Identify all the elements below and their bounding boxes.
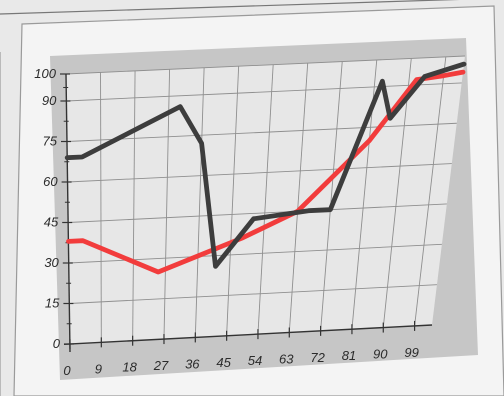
grid-line-y — [67, 163, 452, 183]
grid-line-x — [414, 56, 447, 326]
y-tick-label: 0 — [53, 336, 61, 351]
x-tick-label: 90 — [373, 347, 388, 362]
grid-line-y — [68, 203, 447, 223]
x-axis-tick-labels: 0 9 18 27 36 45 54 63 72 81 90 99 — [63, 345, 418, 378]
x-tick-label: 81 — [342, 348, 356, 363]
y-axis-line — [65, 73, 71, 353]
series-layer — [64, 61, 467, 275]
x-tick-label: 99 — [404, 345, 418, 360]
y-tick-label: 100 — [34, 66, 56, 81]
x-tick-label: 45 — [216, 355, 231, 370]
grid-line-x — [288, 63, 309, 333]
x-tick-label: 9 — [95, 361, 102, 376]
grid-line-y — [69, 284, 437, 304]
y-tick-label: 45 — [44, 215, 59, 230]
x-axis-line — [63, 324, 433, 345]
x-tick-label: 72 — [310, 350, 325, 365]
grid-line-x — [257, 64, 274, 335]
grid-line-x — [382, 58, 412, 328]
y-tick-label: 75 — [43, 134, 58, 149]
y-axis-tick-labels: 0 15 30 45 60 75 90 100 — [34, 66, 60, 351]
grid-line-x — [194, 67, 205, 338]
x-tick-label: 18 — [122, 360, 137, 375]
grid-line-y — [65, 55, 466, 75]
x-tick-label: 0 — [63, 363, 71, 378]
grid-line-x — [226, 66, 240, 336]
y-tick-label: 90 — [42, 93, 57, 108]
x-tick-label: 54 — [248, 353, 262, 368]
x-tick-label: 27 — [153, 358, 169, 373]
grid-line-y — [66, 122, 457, 142]
axes — [60, 73, 433, 353]
y-tick-label: 60 — [43, 174, 58, 189]
y-tick-label: 15 — [45, 296, 60, 311]
x-tick-label: 36 — [185, 356, 200, 371]
grid-line-x — [100, 72, 102, 343]
grid-line-x — [320, 61, 343, 331]
y-tick-label: 30 — [44, 255, 59, 270]
grid-line-x — [132, 70, 136, 341]
grid-line-y — [66, 82, 462, 102]
series-2-line — [64, 61, 467, 269]
x-tick-label: 63 — [279, 351, 294, 366]
